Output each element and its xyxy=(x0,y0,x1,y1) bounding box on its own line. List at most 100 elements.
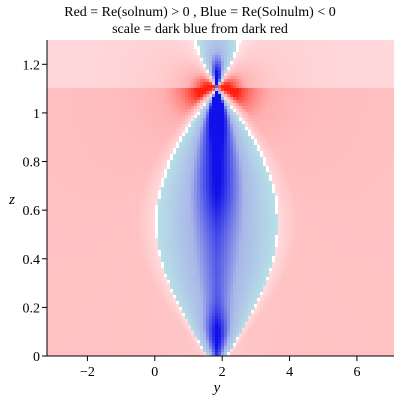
heatmap-cell xyxy=(50,118,54,122)
heatmap-cell xyxy=(164,139,168,143)
heatmap-cell xyxy=(47,118,51,122)
heatmap-cell xyxy=(239,103,243,107)
heatmap-cell xyxy=(92,46,96,50)
heatmap-cell xyxy=(125,145,129,149)
heatmap-cell xyxy=(98,82,102,86)
heatmap-cell xyxy=(77,64,81,68)
heatmap-cell xyxy=(287,76,291,80)
heatmap-cell xyxy=(290,64,294,68)
heatmap-cell xyxy=(176,103,180,107)
heatmap-cell xyxy=(326,139,330,143)
heatmap-cell xyxy=(230,64,234,68)
heatmap-cell xyxy=(176,148,180,152)
heatmap-cell xyxy=(80,43,84,47)
heatmap-cell xyxy=(269,145,273,149)
heatmap-cell xyxy=(242,97,246,101)
heatmap-cell xyxy=(212,49,216,53)
heatmap-cell xyxy=(155,85,159,89)
heatmap-cell xyxy=(371,163,375,167)
heatmap-cell xyxy=(80,151,84,155)
heatmap-cell xyxy=(236,97,240,101)
heatmap-cell xyxy=(92,61,96,65)
heatmap-cell xyxy=(317,154,321,158)
heatmap-cell xyxy=(113,64,117,68)
heatmap-cell xyxy=(374,91,378,95)
heatmap-cell xyxy=(74,139,78,143)
heatmap-cell xyxy=(173,64,177,68)
heatmap-cell xyxy=(164,130,168,134)
heatmap-cell xyxy=(257,70,261,74)
heatmap-cell xyxy=(227,73,231,77)
heatmap-cell xyxy=(377,160,381,164)
heatmap-cell xyxy=(215,82,219,86)
heatmap-cell xyxy=(311,76,315,80)
heatmap-cell xyxy=(191,88,195,92)
heatmap-cell xyxy=(350,73,354,77)
heatmap-cell xyxy=(116,79,120,83)
heatmap-cell xyxy=(128,52,132,56)
heatmap-cell xyxy=(383,103,387,107)
heatmap-cell xyxy=(254,103,258,107)
heatmap-cell xyxy=(338,148,342,152)
heatmap-cell xyxy=(344,58,348,62)
heatmap-cell xyxy=(92,85,96,89)
heatmap-cell xyxy=(161,46,165,50)
heatmap-cell xyxy=(368,151,372,155)
heatmap-cell xyxy=(68,118,72,122)
heatmap-cell xyxy=(242,49,246,53)
heatmap-cell xyxy=(194,154,198,158)
heatmap-cell xyxy=(326,118,330,122)
heatmap-cell xyxy=(377,55,381,59)
heatmap-cell xyxy=(242,166,246,170)
heatmap-cell xyxy=(350,61,354,65)
heatmap-cell xyxy=(65,67,69,71)
heatmap-cell xyxy=(200,103,204,107)
heatmap-cell xyxy=(281,163,285,167)
heatmap-cell xyxy=(332,166,336,170)
heatmap-cell xyxy=(320,166,324,170)
heatmap-cell xyxy=(209,91,213,95)
heatmap-cell xyxy=(158,49,162,53)
heatmap-cell xyxy=(137,151,141,155)
heatmap-cell xyxy=(248,91,252,95)
heatmap-cell xyxy=(368,145,372,149)
heatmap-cell xyxy=(203,127,207,131)
heatmap-cell xyxy=(146,121,150,125)
heatmap-cell xyxy=(80,76,84,80)
heatmap-cell xyxy=(353,142,357,146)
heatmap-cell xyxy=(326,88,330,92)
heatmap-cell xyxy=(311,103,315,107)
heatmap-cell xyxy=(152,166,156,170)
heatmap-cell xyxy=(275,124,279,128)
heatmap-cell xyxy=(158,103,162,107)
heatmap-cell xyxy=(161,43,165,47)
heatmap-cell xyxy=(179,139,183,143)
heatmap-cell xyxy=(260,148,264,152)
heatmap-cell xyxy=(176,82,180,86)
heatmap-cell xyxy=(344,163,348,167)
heatmap-cell xyxy=(359,100,363,104)
heatmap-cell xyxy=(200,118,204,122)
heatmap-cell xyxy=(98,58,102,62)
heatmap-cell xyxy=(113,76,117,80)
heatmap-cell xyxy=(50,61,54,65)
heatmap-cell xyxy=(80,67,84,71)
heatmap-cell xyxy=(62,64,66,68)
heatmap-cell xyxy=(206,85,210,89)
heatmap-cell xyxy=(170,61,174,65)
heatmap-cell xyxy=(224,157,228,161)
heatmap-cell xyxy=(266,61,270,65)
heatmap-cell xyxy=(383,91,387,95)
heatmap-cell xyxy=(311,145,315,149)
heatmap-cell xyxy=(239,76,243,80)
heatmap-cell xyxy=(131,142,135,146)
heatmap-cell xyxy=(221,166,225,170)
heatmap-cell xyxy=(392,79,394,83)
heatmap-cell xyxy=(206,79,210,83)
heatmap-cell xyxy=(224,151,228,155)
heatmap-cell xyxy=(71,160,75,164)
heatmap-cell xyxy=(200,121,204,125)
heatmap-cell xyxy=(335,148,339,152)
heatmap-cell xyxy=(257,46,261,50)
heatmap-cell xyxy=(98,52,102,56)
